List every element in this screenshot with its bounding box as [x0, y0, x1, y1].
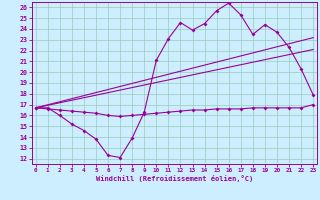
X-axis label: Windchill (Refroidissement éolien,°C): Windchill (Refroidissement éolien,°C) [96, 175, 253, 182]
